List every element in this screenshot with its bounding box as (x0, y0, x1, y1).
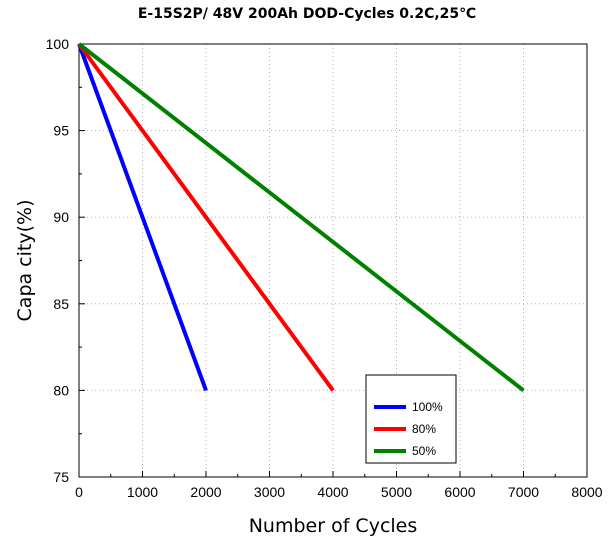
legend-label: 50% (412, 444, 436, 458)
y-tick-label: 95 (53, 123, 69, 139)
x-tick-label: 7000 (508, 484, 539, 500)
series-line-50pct (77, 42, 525, 392)
y-tick-label: 85 (53, 296, 69, 312)
y-tick-label: 90 (53, 209, 69, 225)
series-line-80pct (77, 42, 335, 392)
series-lines (77, 42, 525, 392)
axis-ticks: 0 1000 2000 3000 4000 5000 6000 7000 8000 75 80 85 9… (46, 36, 603, 500)
x-tick-label: 3000 (254, 484, 285, 500)
y-tick-label: 80 (53, 382, 69, 398)
y-tick-label: 75 (53, 469, 69, 485)
x-tick-label: 4000 (317, 484, 348, 500)
x-tick-label: 1000 (127, 484, 158, 500)
x-tick-label: 2000 (190, 484, 221, 500)
x-tick-label: 0 (75, 484, 83, 500)
x-tick-label: 5000 (381, 484, 412, 500)
x-tick-label: 8000 (571, 484, 602, 500)
series-line-100pct (77, 43, 208, 392)
chart-title: E-15S2P/ 48V 200Ah DOD-Cycles 0.2C,25℃ (137, 6, 477, 22)
x-tick-label: 6000 (444, 484, 475, 500)
x-axis-label: Number of Cycles (249, 515, 418, 537)
legend-box (365, 374, 457, 464)
legend-label: 100% (412, 400, 443, 414)
grid (79, 44, 587, 477)
legend: 100% 80% 50% (365, 374, 457, 464)
y-axis-label: Capa city(%) (14, 200, 36, 322)
legend-label: 80% (412, 422, 436, 436)
y-tick-label: 100 (46, 36, 70, 52)
